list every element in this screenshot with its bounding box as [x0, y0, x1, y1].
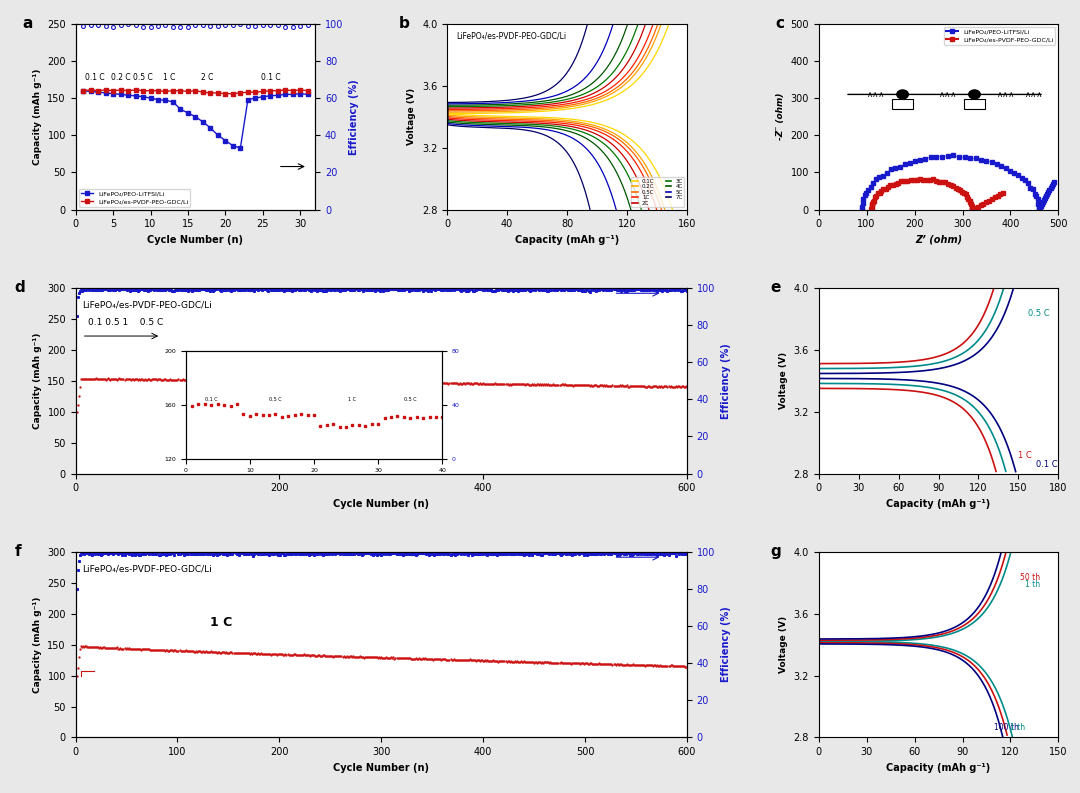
Y-axis label: Voltage (V): Voltage (V): [779, 352, 788, 409]
Text: ∧∧∧: ∧∧∧: [939, 90, 957, 99]
Text: 1 th: 1 th: [1025, 580, 1040, 589]
Text: e: e: [771, 280, 781, 295]
Text: d: d: [14, 280, 25, 295]
Y-axis label: Efficiency (%): Efficiency (%): [720, 607, 730, 683]
Text: ∧∧∧: ∧∧∧: [867, 90, 886, 99]
Y-axis label: -Z″ (ohm): -Z″ (ohm): [775, 93, 785, 140]
Text: 0.1 C: 0.1 C: [84, 72, 104, 82]
Bar: [892, 99, 913, 109]
Text: LiFePO₄/es-PVDF-PEO-GDC/Li: LiFePO₄/es-PVDF-PEO-GDC/Li: [457, 31, 567, 40]
Circle shape: [896, 90, 908, 99]
Text: 0.5 C: 0.5 C: [133, 72, 153, 82]
Text: c: c: [775, 17, 784, 32]
X-axis label: Capacity (mAh g⁻¹): Capacity (mAh g⁻¹): [515, 235, 619, 245]
Text: ∧∧∧: ∧∧∧: [1025, 90, 1043, 99]
Text: 0.5 C: 0.5 C: [1028, 308, 1050, 317]
Y-axis label: Capacity (mAh g⁻¹): Capacity (mAh g⁻¹): [32, 596, 42, 693]
X-axis label: Capacity (mAh g⁻¹): Capacity (mAh g⁻¹): [887, 499, 990, 509]
Text: g: g: [771, 544, 782, 559]
Text: 1 C: 1 C: [1018, 451, 1032, 460]
Text: LiFePO₄/es-PVDF-PEO-GDC/Li: LiFePO₄/es-PVDF-PEO-GDC/Li: [82, 565, 212, 573]
Legend: 0.1C, 0.2C, 0.5C, 1C, 2C, 3C, 4C, 5C, 7C: 0.1C, 0.2C, 0.5C, 1C, 2C, 3C, 4C, 5C, 7C: [631, 178, 684, 207]
Text: a: a: [23, 17, 33, 32]
Text: b: b: [400, 17, 410, 32]
Text: 1 th: 1 th: [1011, 722, 1026, 732]
Y-axis label: Voltage (V): Voltage (V): [779, 616, 788, 673]
X-axis label: Z’ (ohm): Z’ (ohm): [915, 235, 962, 245]
Y-axis label: Efficiency (%): Efficiency (%): [349, 79, 359, 155]
Text: 100 th: 100 th: [995, 722, 1020, 732]
Text: 0.1 C: 0.1 C: [260, 72, 280, 82]
Text: CPE: CPE: [970, 102, 980, 106]
Circle shape: [969, 90, 981, 99]
Text: CPE: CPE: [897, 102, 908, 106]
Text: 0.1 C: 0.1 C: [1036, 461, 1057, 469]
Text: LiFePO₄/es-PVDF-PEO-GDC/Li: LiFePO₄/es-PVDF-PEO-GDC/Li: [82, 301, 212, 310]
Y-axis label: Capacity (mAh g⁻¹): Capacity (mAh g⁻¹): [32, 68, 42, 165]
Y-axis label: Capacity (mAh g⁻¹): Capacity (mAh g⁻¹): [32, 332, 42, 429]
Text: 0.2 C: 0.2 C: [111, 72, 131, 82]
Text: ∧∧∧: ∧∧∧: [997, 90, 1015, 99]
Text: 1 C: 1 C: [211, 616, 232, 629]
Bar: [964, 99, 985, 109]
Legend: LiFePO₄/PEO-LiTFSI/Li, LiFePO₄/es-PVDF-PEO-GDC/Li: LiFePO₄/PEO-LiTFSI/Li, LiFePO₄/es-PVDF-P…: [79, 189, 190, 206]
Text: 0.1 0.5 1    0.5 C: 0.1 0.5 1 0.5 C: [87, 318, 163, 327]
Text: 1 C: 1 C: [163, 72, 175, 82]
Y-axis label: Efficiency (%): Efficiency (%): [720, 343, 730, 419]
X-axis label: Capacity (mAh g⁻¹): Capacity (mAh g⁻¹): [887, 763, 990, 772]
Text: 2 C: 2 C: [201, 72, 213, 82]
Y-axis label: Voltage (V): Voltage (V): [407, 88, 417, 145]
Legend: LiFePO₄/PEO-LiTFSI/Li, LiFePO₄/es-PVDF-PEO-GDC/Li: LiFePO₄/PEO-LiTFSI/Li, LiFePO₄/es-PVDF-P…: [944, 27, 1055, 44]
Text: f: f: [14, 544, 22, 559]
X-axis label: Cycle Number (n): Cycle Number (n): [148, 235, 243, 245]
Text: 50 th: 50 th: [1020, 573, 1040, 581]
X-axis label: Cycle Number (n): Cycle Number (n): [334, 763, 429, 772]
X-axis label: Cycle Number (n): Cycle Number (n): [334, 499, 429, 509]
